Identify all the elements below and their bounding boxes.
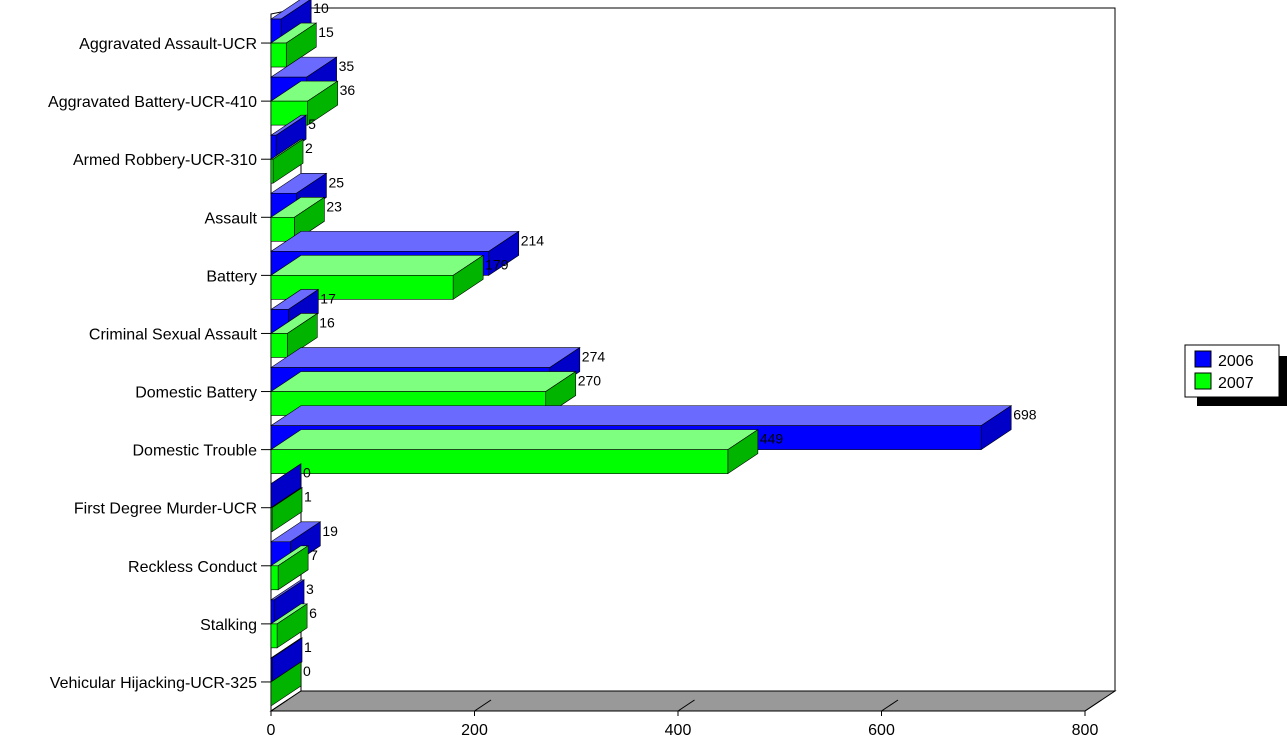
floor-tick — [270, 699, 288, 712]
floor-tick — [677, 699, 695, 712]
data-label: 10 — [313, 0, 329, 16]
chart-bars — [270, 0, 1013, 707]
bar-2007 — [270, 80, 339, 126]
data-label: 23 — [326, 198, 342, 214]
x-tick-label: 400 — [665, 722, 692, 739]
bar-2006 — [270, 114, 308, 160]
bar-2007 — [270, 22, 318, 68]
data-label: 7 — [310, 547, 318, 563]
bar-front-face — [270, 134, 277, 160]
data-label: 1 — [304, 489, 312, 505]
data-label: 274 — [582, 349, 606, 365]
bar-2007 — [270, 429, 759, 475]
data-label: 19 — [322, 523, 338, 539]
floor-tick — [881, 699, 899, 712]
data-label: 698 — [1013, 407, 1037, 423]
bar-top-face — [270, 231, 520, 252]
bar-top-face — [270, 255, 485, 276]
x-tick-label: 200 — [461, 722, 488, 739]
category-label: Aggravated Assault-UCR — [79, 36, 257, 53]
bar-top-face — [270, 429, 759, 450]
bar-front-face — [270, 657, 273, 683]
bar-front-face — [270, 599, 275, 625]
category-label: Armed Robbery-UCR-310 — [73, 152, 257, 169]
legend: 2006 2007 — [1184, 344, 1287, 406]
category-label: Reckless Conduct — [128, 559, 258, 576]
category-label: Aggravated Battery-UCR-410 — [48, 94, 257, 111]
data-label: 25 — [328, 174, 344, 190]
category-label: Domestic Trouble — [133, 443, 258, 460]
legend-swatch-2006 — [1194, 350, 1212, 368]
data-label: 0 — [303, 663, 311, 679]
bar-top-face — [270, 405, 1013, 426]
x-tick-label: 0 — [267, 722, 276, 739]
bar-2007 — [270, 661, 302, 707]
bar-front-face — [270, 507, 273, 533]
data-label: 5 — [308, 116, 316, 132]
category-labels: Aggravated Assault-UCR Aggravated Battery… — [48, 36, 271, 692]
category-label: Criminal Sexual Assault — [89, 326, 258, 343]
bar-top-face — [270, 347, 581, 368]
bar-2007 — [270, 545, 310, 591]
bar-front-face — [270, 565, 279, 591]
category-label: Stalking — [200, 617, 257, 634]
x-tick-label: 800 — [1072, 722, 1099, 739]
data-label: 214 — [521, 232, 545, 248]
bar-2007 — [270, 138, 305, 184]
data-label: 17 — [320, 290, 336, 306]
legend-label-2007: 2007 — [1218, 375, 1254, 392]
x-axis: 0 200 400 600 800 — [267, 699, 1102, 739]
category-label: First Degree Murder-UCR — [74, 501, 257, 518]
data-label: 179 — [485, 256, 509, 272]
category-label: Domestic Battery — [135, 385, 257, 402]
data-label: 6 — [309, 605, 317, 621]
data-label: 2 — [305, 140, 313, 156]
category-label: Assault — [205, 210, 258, 227]
bar-front-face — [270, 449, 729, 474]
bar-front-face — [270, 623, 278, 649]
data-label: 1 — [304, 639, 312, 655]
data-label: 36 — [340, 82, 356, 98]
data-label: 16 — [319, 314, 335, 330]
bar-top-face — [270, 371, 577, 392]
bar-2007 — [270, 487, 304, 533]
data-label: 3 — [306, 581, 314, 597]
x-tick-label: 600 — [868, 722, 895, 739]
data-label: 270 — [578, 373, 602, 389]
data-label: 15 — [318, 24, 334, 40]
bar-front-face — [270, 333, 288, 358]
data-label: 0 — [303, 465, 311, 481]
bar-2007 — [270, 196, 326, 242]
floor-tick — [1084, 699, 1102, 712]
category-label: Battery — [206, 268, 257, 285]
bar-2007 — [270, 603, 309, 649]
bar-front-face — [270, 42, 287, 68]
legend-swatch-2007 — [1194, 372, 1212, 390]
bar-front-face — [270, 216, 295, 242]
bar-2006 — [270, 637, 304, 683]
value-labels: 1015353652252321417917162742706984490119… — [303, 0, 1037, 679]
legend-label-2006: 2006 — [1218, 353, 1254, 370]
bar-2007 — [270, 312, 319, 359]
data-label: 35 — [339, 58, 355, 74]
bar-front-face — [270, 158, 274, 184]
bar-end-face — [270, 661, 302, 707]
category-label: Vehicular Hijacking-UCR-325 — [50, 675, 257, 692]
floor-tick — [474, 699, 492, 712]
data-label: 449 — [760, 431, 784, 447]
